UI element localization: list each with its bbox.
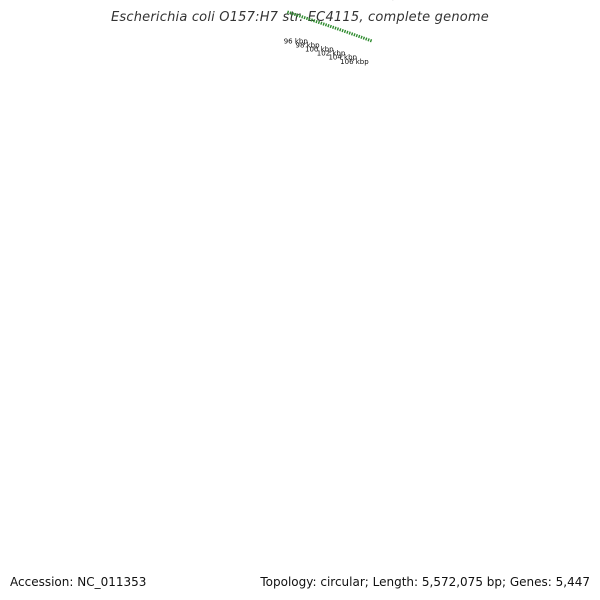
inner-tick xyxy=(289,11,292,15)
inner-tick xyxy=(327,24,330,28)
inner-tick xyxy=(341,28,344,33)
inner-tick xyxy=(332,25,335,29)
inner-tick xyxy=(320,21,323,25)
inner-tick xyxy=(355,33,358,38)
inner-tick xyxy=(334,26,337,30)
kbp-label: 106 kbp xyxy=(340,58,369,66)
inner-tick xyxy=(286,10,290,14)
kbp-label: 100 kbp xyxy=(305,45,334,53)
inner-tick xyxy=(336,27,340,31)
genome-summary: Topology: circular; Length: 5,572,075 bp… xyxy=(260,575,590,589)
inner-tick xyxy=(324,23,328,27)
inner-tick xyxy=(305,16,309,21)
inner-tick xyxy=(348,31,351,35)
inner-tick xyxy=(301,15,304,19)
inner-tick xyxy=(367,38,370,42)
accession-label: Accession: NC_011353 xyxy=(10,575,147,589)
inner-tick xyxy=(350,32,354,36)
inner-tick xyxy=(360,35,363,39)
inner-tick xyxy=(310,18,313,22)
inner-tick xyxy=(358,34,361,39)
inner-tick xyxy=(291,12,294,16)
inner-tick xyxy=(343,29,347,34)
kbp-label: 96 kbp xyxy=(284,38,309,46)
inner-tick xyxy=(362,36,366,40)
inner-tick xyxy=(298,14,302,18)
inner-tick xyxy=(294,12,297,17)
inner-tick xyxy=(317,20,321,25)
tick-marks xyxy=(286,10,373,43)
kbp-label: 102 kbp xyxy=(317,50,346,58)
inner-tick xyxy=(329,24,332,29)
kbp-label: 104 kbp xyxy=(328,54,357,62)
inner-tick xyxy=(303,16,306,20)
inner-tick xyxy=(369,39,373,43)
inner-tick xyxy=(339,28,342,32)
inner-tick xyxy=(322,22,325,26)
inner-tick xyxy=(308,17,311,21)
inner-tick xyxy=(296,13,299,17)
inner-tick xyxy=(353,33,356,37)
inner-tick xyxy=(365,37,368,41)
kbp-label: 98 kbp xyxy=(296,41,321,49)
inner-tick xyxy=(346,30,349,34)
inner-tick xyxy=(315,19,318,24)
inner-tick xyxy=(313,19,316,23)
